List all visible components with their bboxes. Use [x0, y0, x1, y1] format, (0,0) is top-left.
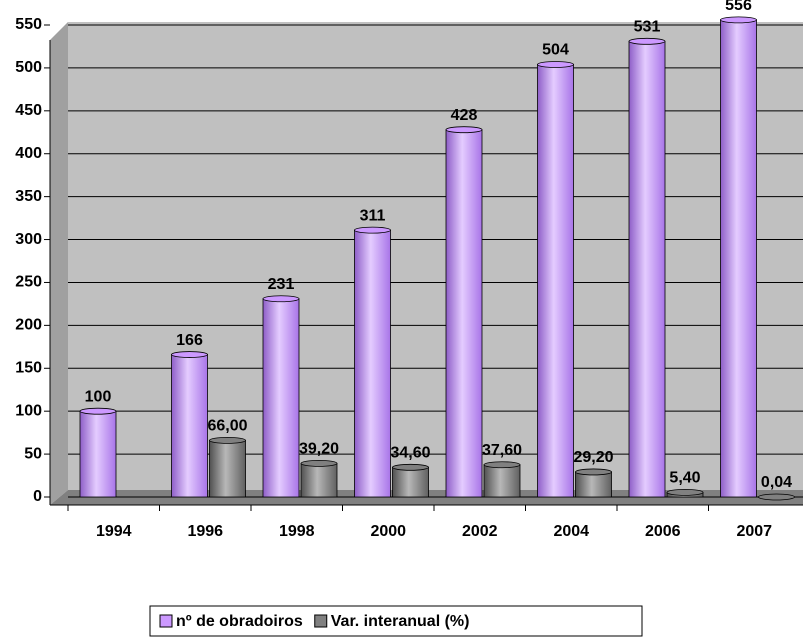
y-tick-label: 450	[15, 102, 42, 119]
bar	[262, 298, 300, 498]
y-tick-label: 350	[15, 188, 42, 205]
y-tick-label: 0	[33, 488, 42, 505]
value-label: 556	[725, 0, 752, 14]
bar	[209, 439, 246, 498]
bar	[537, 64, 574, 498]
y-tick-label: 300	[15, 231, 42, 248]
bar	[392, 466, 429, 498]
bar	[483, 464, 521, 498]
value-label: 66,00	[207, 418, 247, 435]
bar-top	[758, 493, 795, 501]
legend-box	[149, 605, 643, 637]
bar-top	[537, 61, 574, 68]
y-tick-label: 200	[15, 317, 42, 334]
bar-top	[483, 461, 521, 469]
bar	[445, 129, 483, 498]
value-label: 29,20	[573, 449, 613, 466]
bar-top	[262, 295, 300, 303]
bar-top	[209, 436, 246, 444]
bar-top	[79, 407, 117, 415]
bar	[354, 229, 391, 498]
value-label: 504	[542, 42, 569, 59]
y-tick-label: 500	[15, 59, 42, 76]
bar	[300, 462, 338, 498]
bar	[720, 19, 757, 498]
x-tick-label: 2002	[462, 523, 498, 540]
bar-top	[445, 126, 483, 134]
legend-label: nº de obradoiros	[176, 613, 303, 630]
bar	[628, 40, 666, 498]
bar	[171, 354, 208, 498]
x-tick-label: 2004	[553, 523, 589, 540]
bar-top	[392, 463, 429, 471]
y-tick-label: 150	[15, 359, 42, 376]
bar	[575, 471, 612, 498]
value-label: 100	[85, 388, 112, 405]
bar-top	[300, 459, 338, 467]
bar-top	[171, 351, 208, 358]
bar	[79, 410, 117, 498]
value-label: 34,60	[390, 445, 430, 462]
legend-swatch	[314, 614, 328, 628]
y-tick-label: 50	[24, 445, 42, 462]
legend: nº de obradoiros Var. interanual (%)	[149, 605, 643, 637]
x-tick-label: 2007	[736, 523, 772, 540]
value-label: 311	[360, 207, 386, 224]
value-label: 0,04	[761, 474, 792, 491]
x-tick-label: 2000	[370, 523, 406, 540]
bar-top	[666, 488, 704, 496]
y-tick-label: 100	[15, 402, 42, 419]
bar-top	[628, 37, 666, 45]
side-wall	[50, 22, 68, 505]
bar-top	[354, 226, 391, 234]
value-label: 231	[268, 276, 295, 293]
value-label: 37,60	[482, 442, 522, 459]
y-tick-label: 400	[15, 145, 42, 162]
bar-top	[720, 16, 757, 24]
value-label: 166	[176, 332, 203, 349]
bar-top	[575, 468, 612, 476]
legend-label: Var. interanual (%)	[331, 613, 470, 630]
x-tick-label: 2006	[645, 523, 681, 540]
value-label: 5,40	[669, 470, 700, 487]
y-tick-label: 550	[15, 16, 42, 33]
x-tick-label: 1998	[279, 523, 315, 540]
x-tick-label: 1994	[96, 523, 132, 540]
x-tick-label: 1996	[187, 523, 223, 540]
legend-swatch	[159, 614, 173, 628]
y-tick-label: 250	[15, 274, 42, 291]
value-label: 428	[451, 107, 478, 124]
value-label: 531	[634, 19, 661, 36]
value-label: 39,20	[299, 441, 339, 458]
